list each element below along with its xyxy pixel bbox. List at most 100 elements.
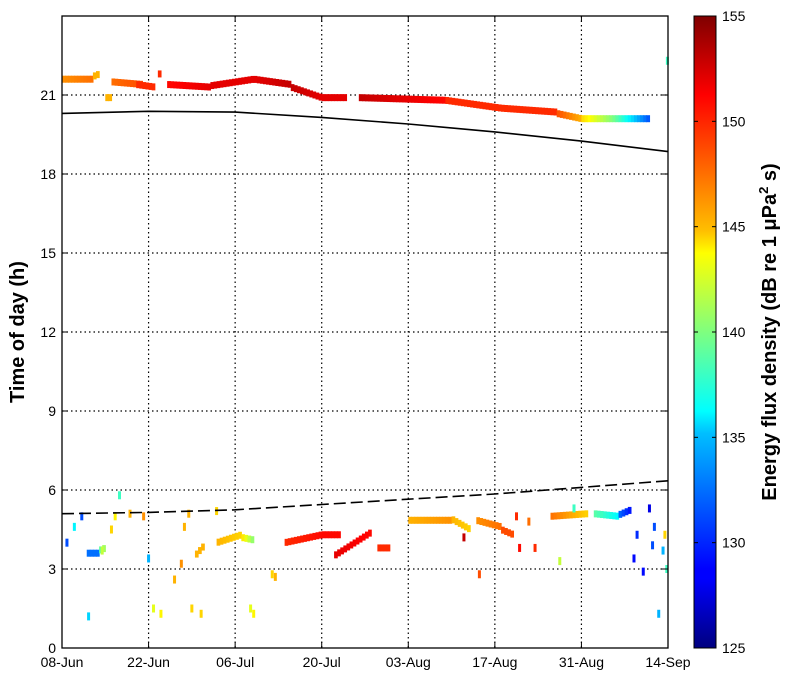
data-cell xyxy=(504,527,508,535)
data-cell xyxy=(494,104,499,112)
data-cell xyxy=(290,537,295,545)
data-cell xyxy=(198,547,202,555)
data-cell xyxy=(232,533,236,541)
data-cell xyxy=(330,94,335,102)
data-cell xyxy=(173,575,177,584)
data-cell xyxy=(105,94,109,102)
data-cell xyxy=(426,96,431,104)
data-segment xyxy=(581,115,613,123)
data-cell xyxy=(618,510,623,518)
data-cell xyxy=(173,81,177,89)
data-cell xyxy=(463,99,468,107)
data-cell xyxy=(558,557,562,566)
data-cell xyxy=(408,516,412,524)
data-cell xyxy=(633,115,638,123)
data-cell xyxy=(402,95,406,103)
data-cell xyxy=(303,534,307,542)
data-cell xyxy=(386,95,391,103)
data-cell xyxy=(207,83,212,91)
data-cell xyxy=(278,79,283,87)
data-segment xyxy=(253,75,292,88)
colorbar-tick-label: 145 xyxy=(722,219,746,235)
data-cell xyxy=(621,115,626,123)
colorbar-label-suffix: s) xyxy=(759,163,781,186)
data-cell xyxy=(300,535,304,543)
data-cell xyxy=(87,612,91,621)
data-segment xyxy=(284,531,323,546)
data-cell xyxy=(219,537,224,545)
data-segment xyxy=(445,96,502,112)
data-cell xyxy=(334,94,338,102)
data-cell xyxy=(148,82,153,90)
data-cell xyxy=(250,536,255,544)
data-cell xyxy=(497,522,502,530)
data-cell xyxy=(433,96,437,104)
data-cell xyxy=(442,516,446,524)
data-cell xyxy=(100,546,104,555)
data-cell xyxy=(377,544,382,552)
data-cell xyxy=(632,554,636,563)
data-cell xyxy=(269,78,273,86)
data-cell xyxy=(324,94,329,102)
data-cell xyxy=(355,537,360,545)
data-cell xyxy=(386,544,391,552)
data-cell xyxy=(290,84,295,92)
data-cell xyxy=(249,604,253,613)
data-segment xyxy=(241,534,255,544)
data-cell xyxy=(510,530,515,538)
y-tick-label: 9 xyxy=(48,403,56,419)
data-cell xyxy=(244,534,249,542)
grid-lines xyxy=(62,16,668,648)
data-cell xyxy=(559,110,564,118)
data-cell xyxy=(559,512,564,520)
data-cell xyxy=(417,95,422,103)
data-cell xyxy=(538,107,542,115)
y-tick-label: 12 xyxy=(40,324,56,340)
data-cell xyxy=(627,506,632,514)
data-layer xyxy=(62,56,669,621)
data-segment xyxy=(618,506,632,518)
data-cell xyxy=(281,79,286,87)
data-cell xyxy=(479,518,484,526)
data-cell xyxy=(306,534,310,542)
data-segment xyxy=(501,104,558,116)
data-cell xyxy=(86,75,91,83)
data-cell xyxy=(414,95,419,103)
data-cell xyxy=(244,76,249,84)
data-cell xyxy=(204,83,208,91)
data-cell xyxy=(596,115,601,123)
data-cell xyxy=(96,71,100,79)
data-cell xyxy=(497,104,502,112)
data-cell xyxy=(624,508,629,516)
y-tick-label: 18 xyxy=(40,166,56,182)
data-cell xyxy=(113,512,117,521)
data-cell xyxy=(374,94,378,102)
data-cell xyxy=(531,106,536,114)
data-segment xyxy=(321,531,341,539)
data-cell xyxy=(343,545,348,553)
data-cell xyxy=(89,75,94,83)
data-cell xyxy=(371,94,375,102)
data-cell xyxy=(117,78,122,86)
data-cell xyxy=(352,539,357,547)
data-cell xyxy=(330,531,335,539)
data-cell xyxy=(541,107,545,115)
data-cell xyxy=(368,529,372,537)
data-segment xyxy=(476,517,502,530)
data-cell xyxy=(315,532,320,540)
data-cell xyxy=(572,504,576,513)
data-cell xyxy=(228,534,233,542)
data-cell xyxy=(606,115,610,123)
data-cell xyxy=(494,522,499,530)
data-segment xyxy=(62,75,94,83)
data-cell xyxy=(136,81,140,89)
data-cell xyxy=(637,115,641,123)
data-cell xyxy=(562,111,567,119)
data-cell xyxy=(429,96,434,104)
data-segment xyxy=(105,94,113,102)
data-cell xyxy=(599,115,604,123)
data-cell xyxy=(618,115,623,123)
data-cell xyxy=(213,81,218,89)
data-cell xyxy=(550,512,555,520)
data-cell xyxy=(565,112,570,120)
